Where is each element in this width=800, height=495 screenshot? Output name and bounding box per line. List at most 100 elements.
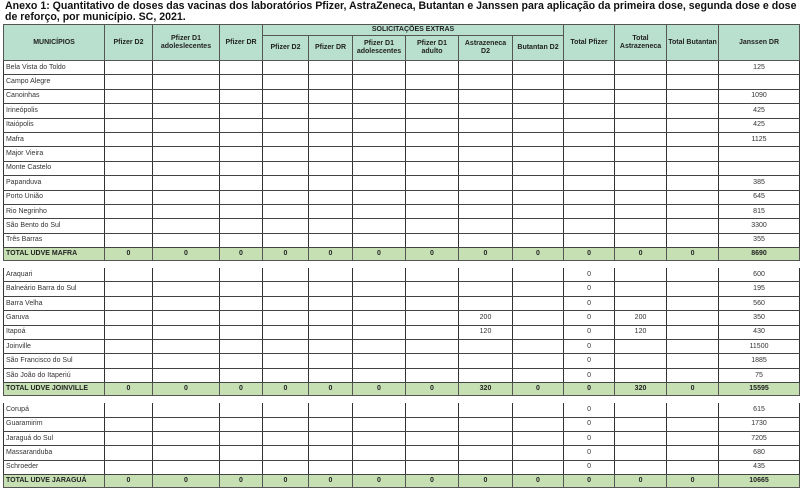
value-cell: 615 bbox=[718, 403, 800, 418]
value-cell bbox=[262, 118, 309, 133]
value-cell: 120 bbox=[614, 325, 668, 341]
value-cell bbox=[458, 460, 513, 476]
value-cell bbox=[614, 132, 668, 148]
value-cell bbox=[405, 353, 459, 369]
value-cell bbox=[405, 89, 459, 105]
value-cell bbox=[262, 403, 309, 418]
value-cell: 0 bbox=[352, 382, 406, 397]
value-cell bbox=[262, 417, 309, 432]
value-cell bbox=[308, 218, 353, 234]
municipio-cell: TOTAL UDVE MAFRA bbox=[3, 247, 105, 262]
value-cell bbox=[458, 146, 513, 162]
value-cell bbox=[262, 204, 309, 220]
value-cell bbox=[458, 368, 513, 384]
value-cell bbox=[219, 296, 263, 312]
value-cell bbox=[614, 190, 668, 205]
value-cell bbox=[511, 60, 565, 76]
value-cell bbox=[219, 190, 263, 205]
header-extras: SOLICITAÇÕES EXTRAS bbox=[261, 24, 565, 36]
value-cell bbox=[219, 417, 263, 432]
value-cell: 0 bbox=[511, 474, 565, 489]
value-cell bbox=[352, 89, 406, 105]
municipio-cell: Bela Vista do Toldo bbox=[3, 60, 105, 76]
value-cell bbox=[718, 146, 800, 162]
table-row: São Francisco do Sul 0 1885 bbox=[3, 353, 800, 369]
value-cell bbox=[666, 60, 720, 76]
value-cell bbox=[104, 325, 153, 341]
value-cell bbox=[262, 445, 309, 461]
value-cell bbox=[614, 161, 668, 177]
table-row: Massaranduba 0 680 bbox=[3, 445, 800, 461]
municipio-cell: Itaiópolis bbox=[3, 118, 105, 133]
value-cell bbox=[152, 161, 220, 177]
value-cell bbox=[152, 146, 220, 162]
value-cell bbox=[262, 60, 309, 76]
value-cell: 0 bbox=[308, 247, 353, 262]
value-cell bbox=[152, 339, 220, 355]
value-cell bbox=[666, 445, 720, 461]
value-cell bbox=[352, 281, 406, 297]
table-body: Bela Vista do Toldo 125 Campo Alegre Canoin… bbox=[3, 60, 800, 489]
value-cell bbox=[405, 268, 459, 283]
value-cell bbox=[308, 417, 353, 432]
value-cell bbox=[152, 310, 220, 326]
value-cell bbox=[511, 103, 565, 119]
value-cell bbox=[352, 403, 406, 418]
value-cell bbox=[511, 445, 565, 461]
value-cell bbox=[152, 296, 220, 312]
value-cell: 7205 bbox=[718, 431, 800, 447]
value-cell bbox=[563, 118, 616, 133]
value-cell bbox=[405, 460, 459, 476]
value-cell: 200 bbox=[458, 310, 513, 326]
value-cell: 430 bbox=[718, 325, 800, 341]
value-cell bbox=[458, 190, 513, 205]
value-cell bbox=[219, 403, 263, 418]
value-cell bbox=[308, 74, 353, 90]
value-cell bbox=[308, 403, 353, 418]
table-row: Schroeder 0 435 bbox=[3, 460, 800, 476]
value-cell bbox=[352, 460, 406, 476]
value-cell bbox=[308, 353, 353, 369]
value-cell bbox=[352, 417, 406, 432]
value-cell bbox=[352, 218, 406, 234]
municipio-cell: Campo Alegre bbox=[3, 74, 105, 90]
value-cell bbox=[308, 190, 353, 205]
header-extra-pfizer-d1-adol: Pfizer D1 adolescentes bbox=[352, 35, 406, 61]
municipio-cell: São João do Itaperiú bbox=[3, 368, 105, 384]
table-row: Canoinhas 1090 bbox=[3, 89, 800, 105]
value-cell bbox=[104, 445, 153, 461]
value-cell: 0 bbox=[219, 382, 263, 397]
value-cell bbox=[219, 353, 263, 369]
value-cell bbox=[511, 118, 565, 133]
value-cell bbox=[511, 368, 565, 384]
value-cell bbox=[262, 281, 309, 297]
value-cell bbox=[308, 325, 353, 341]
value-cell bbox=[219, 175, 263, 191]
value-cell bbox=[219, 103, 263, 119]
value-cell bbox=[352, 310, 406, 326]
value-cell bbox=[458, 218, 513, 234]
table-row: Araquari 0 600 bbox=[3, 268, 800, 283]
value-cell: 0 bbox=[152, 247, 220, 262]
header-extra-pfizer-d2: Pfizer D2 bbox=[262, 35, 309, 61]
value-cell bbox=[666, 218, 720, 234]
value-cell bbox=[666, 325, 720, 341]
value-cell bbox=[511, 161, 565, 177]
value-cell bbox=[563, 60, 616, 76]
value-cell bbox=[405, 368, 459, 384]
value-cell: 0 bbox=[563, 460, 616, 476]
value-cell: 355 bbox=[718, 233, 800, 249]
table-row: Mafra 1125 bbox=[3, 132, 800, 148]
value-cell: 1125 bbox=[718, 132, 800, 148]
value-cell: 600 bbox=[718, 268, 800, 283]
value-cell bbox=[458, 204, 513, 220]
value-cell bbox=[405, 204, 459, 220]
header-extra-butantan-d2: Butantan D2 bbox=[511, 35, 565, 61]
value-cell bbox=[666, 74, 720, 90]
value-cell bbox=[152, 204, 220, 220]
table-row: Barra Velha 0 560 bbox=[3, 296, 800, 312]
value-cell bbox=[262, 161, 309, 177]
value-cell bbox=[262, 368, 309, 384]
value-cell: 0 bbox=[152, 474, 220, 489]
value-cell bbox=[152, 460, 220, 476]
